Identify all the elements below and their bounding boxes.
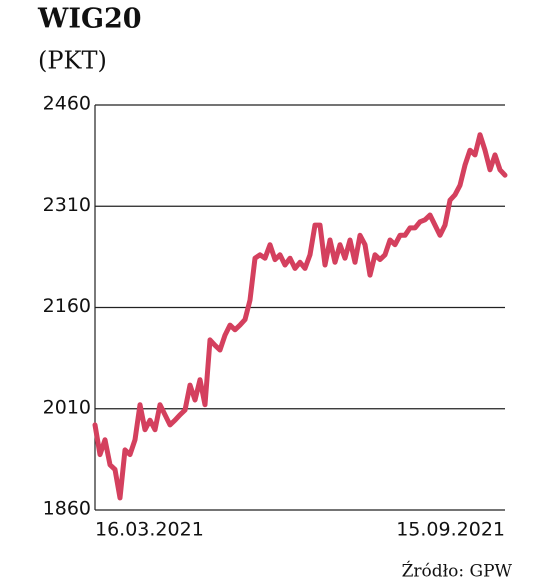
y-tick-label: 2010 [43, 396, 91, 418]
y-tick-label: 2160 [43, 295, 91, 317]
chart-subtitle: (PKT) [38, 47, 107, 75]
source: Źródło: GPW [402, 561, 513, 582]
y-tick-label: 1860 [43, 498, 91, 520]
x-tick-label: 15.09.2021 [396, 519, 505, 541]
line [92, 132, 508, 501]
y-tick-label: 2460 [43, 93, 91, 115]
chart-title: WIG20 [37, 4, 142, 35]
x-tick-label: 16.03.2021 [95, 519, 204, 541]
y-tick-label: 2310 [43, 194, 91, 216]
